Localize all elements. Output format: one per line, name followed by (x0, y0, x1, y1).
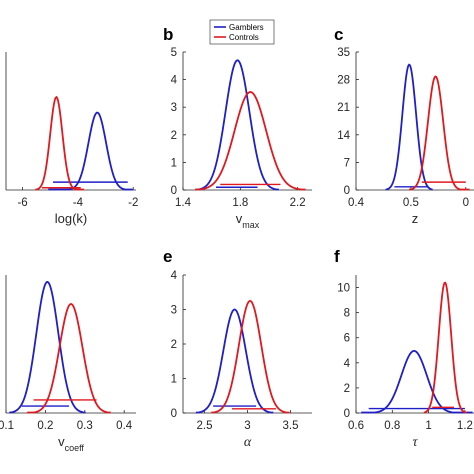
panel-label: e (163, 247, 172, 266)
x-tick-label: -6 (17, 197, 27, 209)
legend-label: Controls (229, 33, 259, 42)
x-axis-label: vmax (236, 211, 260, 230)
panel-label: f (334, 247, 340, 266)
panel-label: b (163, 25, 173, 44)
x-tick-label: 0.8 (384, 420, 400, 432)
y-tick-label: 4 (344, 358, 351, 370)
legend-label: Gamblers (229, 23, 264, 32)
x-tick-label: 2.5 (197, 420, 213, 432)
y-tick-label: 28 (337, 75, 350, 87)
y-tick-label: 21 (337, 102, 350, 114)
x-tick-label: 3.5 (283, 420, 299, 432)
x-axis-label-subscript: max (242, 220, 260, 230)
x-axis-label: z (412, 211, 419, 226)
y-tick-label: 6 (344, 333, 350, 345)
x-tick-label: 1.2 (457, 420, 473, 432)
panel-f: 0.6 0.8 1 1.2 0 2 4 6 8 10 τ f (334, 247, 474, 450)
series-controls-curve (27, 303, 111, 414)
x-tick-label: 0.4 (348, 197, 365, 209)
series-gamblers-curve (48, 111, 133, 191)
y-tick-label: 5 (171, 47, 177, 59)
panel-c: 0.4 0.5 0 0 7 14 21 28 35 z c (334, 25, 474, 226)
y-tick-label: 4 (171, 75, 178, 87)
series-gamblers-curve (195, 308, 274, 414)
y-tick-label: 1 (171, 374, 177, 386)
y-tick-label: 10 (337, 283, 350, 295)
x-tick-label: 1.4 (175, 197, 192, 209)
x-axis-label: τ (412, 435, 418, 450)
series-controls-curve (409, 75, 470, 191)
x-tick-label: 2.2 (290, 197, 306, 209)
y-tick-label: 14 (337, 130, 350, 142)
y-tick-label: 2 (171, 339, 177, 351)
y-tick-label: 2 (344, 383, 350, 395)
panel-a: -6 -4 -2 log(k) (5, 52, 138, 226)
x-axis-label: α (244, 435, 252, 450)
x-tick-label: 0.3 (77, 420, 93, 432)
x-tick-label: 0.1 (0, 420, 14, 432)
y-tick-label: 8 (344, 308, 350, 320)
y-tick-label: 0 (344, 185, 350, 197)
legend-box (209, 19, 275, 45)
series-gamblers-curve (361, 350, 473, 414)
series-gamblers-curve (385, 63, 433, 191)
x-tick-label: -4 (73, 197, 84, 209)
x-tick-label: 0.5 (403, 197, 419, 209)
x-axis-label: vcoeff (58, 434, 84, 453)
y-tick-label: 7 (344, 157, 350, 169)
y-tick-label: 0 (344, 408, 350, 420)
x-tick-label: 0.4 (116, 420, 133, 432)
panel-e: 2.5 3 3.5 0 1 2 3 4 α e (163, 247, 312, 450)
y-tick-label: 3 (171, 102, 177, 114)
y-tick-label: 0 (171, 408, 177, 420)
series-controls-curve (423, 281, 467, 414)
y-tick-label: 0 (171, 185, 177, 197)
y-tick-label: 35 (337, 47, 350, 59)
y-tick-label: 3 (171, 305, 177, 317)
panel-d: 0.1 0.2 0.3 0.4 vcoeff (0, 275, 136, 453)
x-tick-label: 3 (244, 420, 250, 432)
series-controls-curve (35, 95, 84, 191)
x-axis-label: log(k) (55, 211, 88, 226)
series-gamblers-curve (195, 59, 279, 191)
x-tick-label: 0.2 (37, 420, 53, 432)
x-tick-label: 1.8 (232, 197, 248, 209)
panel-b: 1.4 1.8 2.2 0 1 2 3 4 5 vmax b (163, 25, 312, 230)
x-tick-label: 1 (425, 420, 431, 432)
series-controls-curve (211, 299, 290, 414)
x-tick-label: 0 (463, 197, 469, 209)
y-tick-label: 2 (171, 130, 177, 142)
y-tick-label: 1 (171, 157, 177, 169)
x-tick-label: -2 (128, 197, 138, 209)
panel-label: c (334, 25, 343, 44)
x-tick-label: 0.6 (348, 420, 364, 432)
series-controls-curve (195, 91, 306, 191)
series-gamblers-curve (9, 280, 86, 414)
x-axis-label-subscript: coeff (65, 443, 85, 453)
y-tick-label: 4 (171, 270, 178, 282)
